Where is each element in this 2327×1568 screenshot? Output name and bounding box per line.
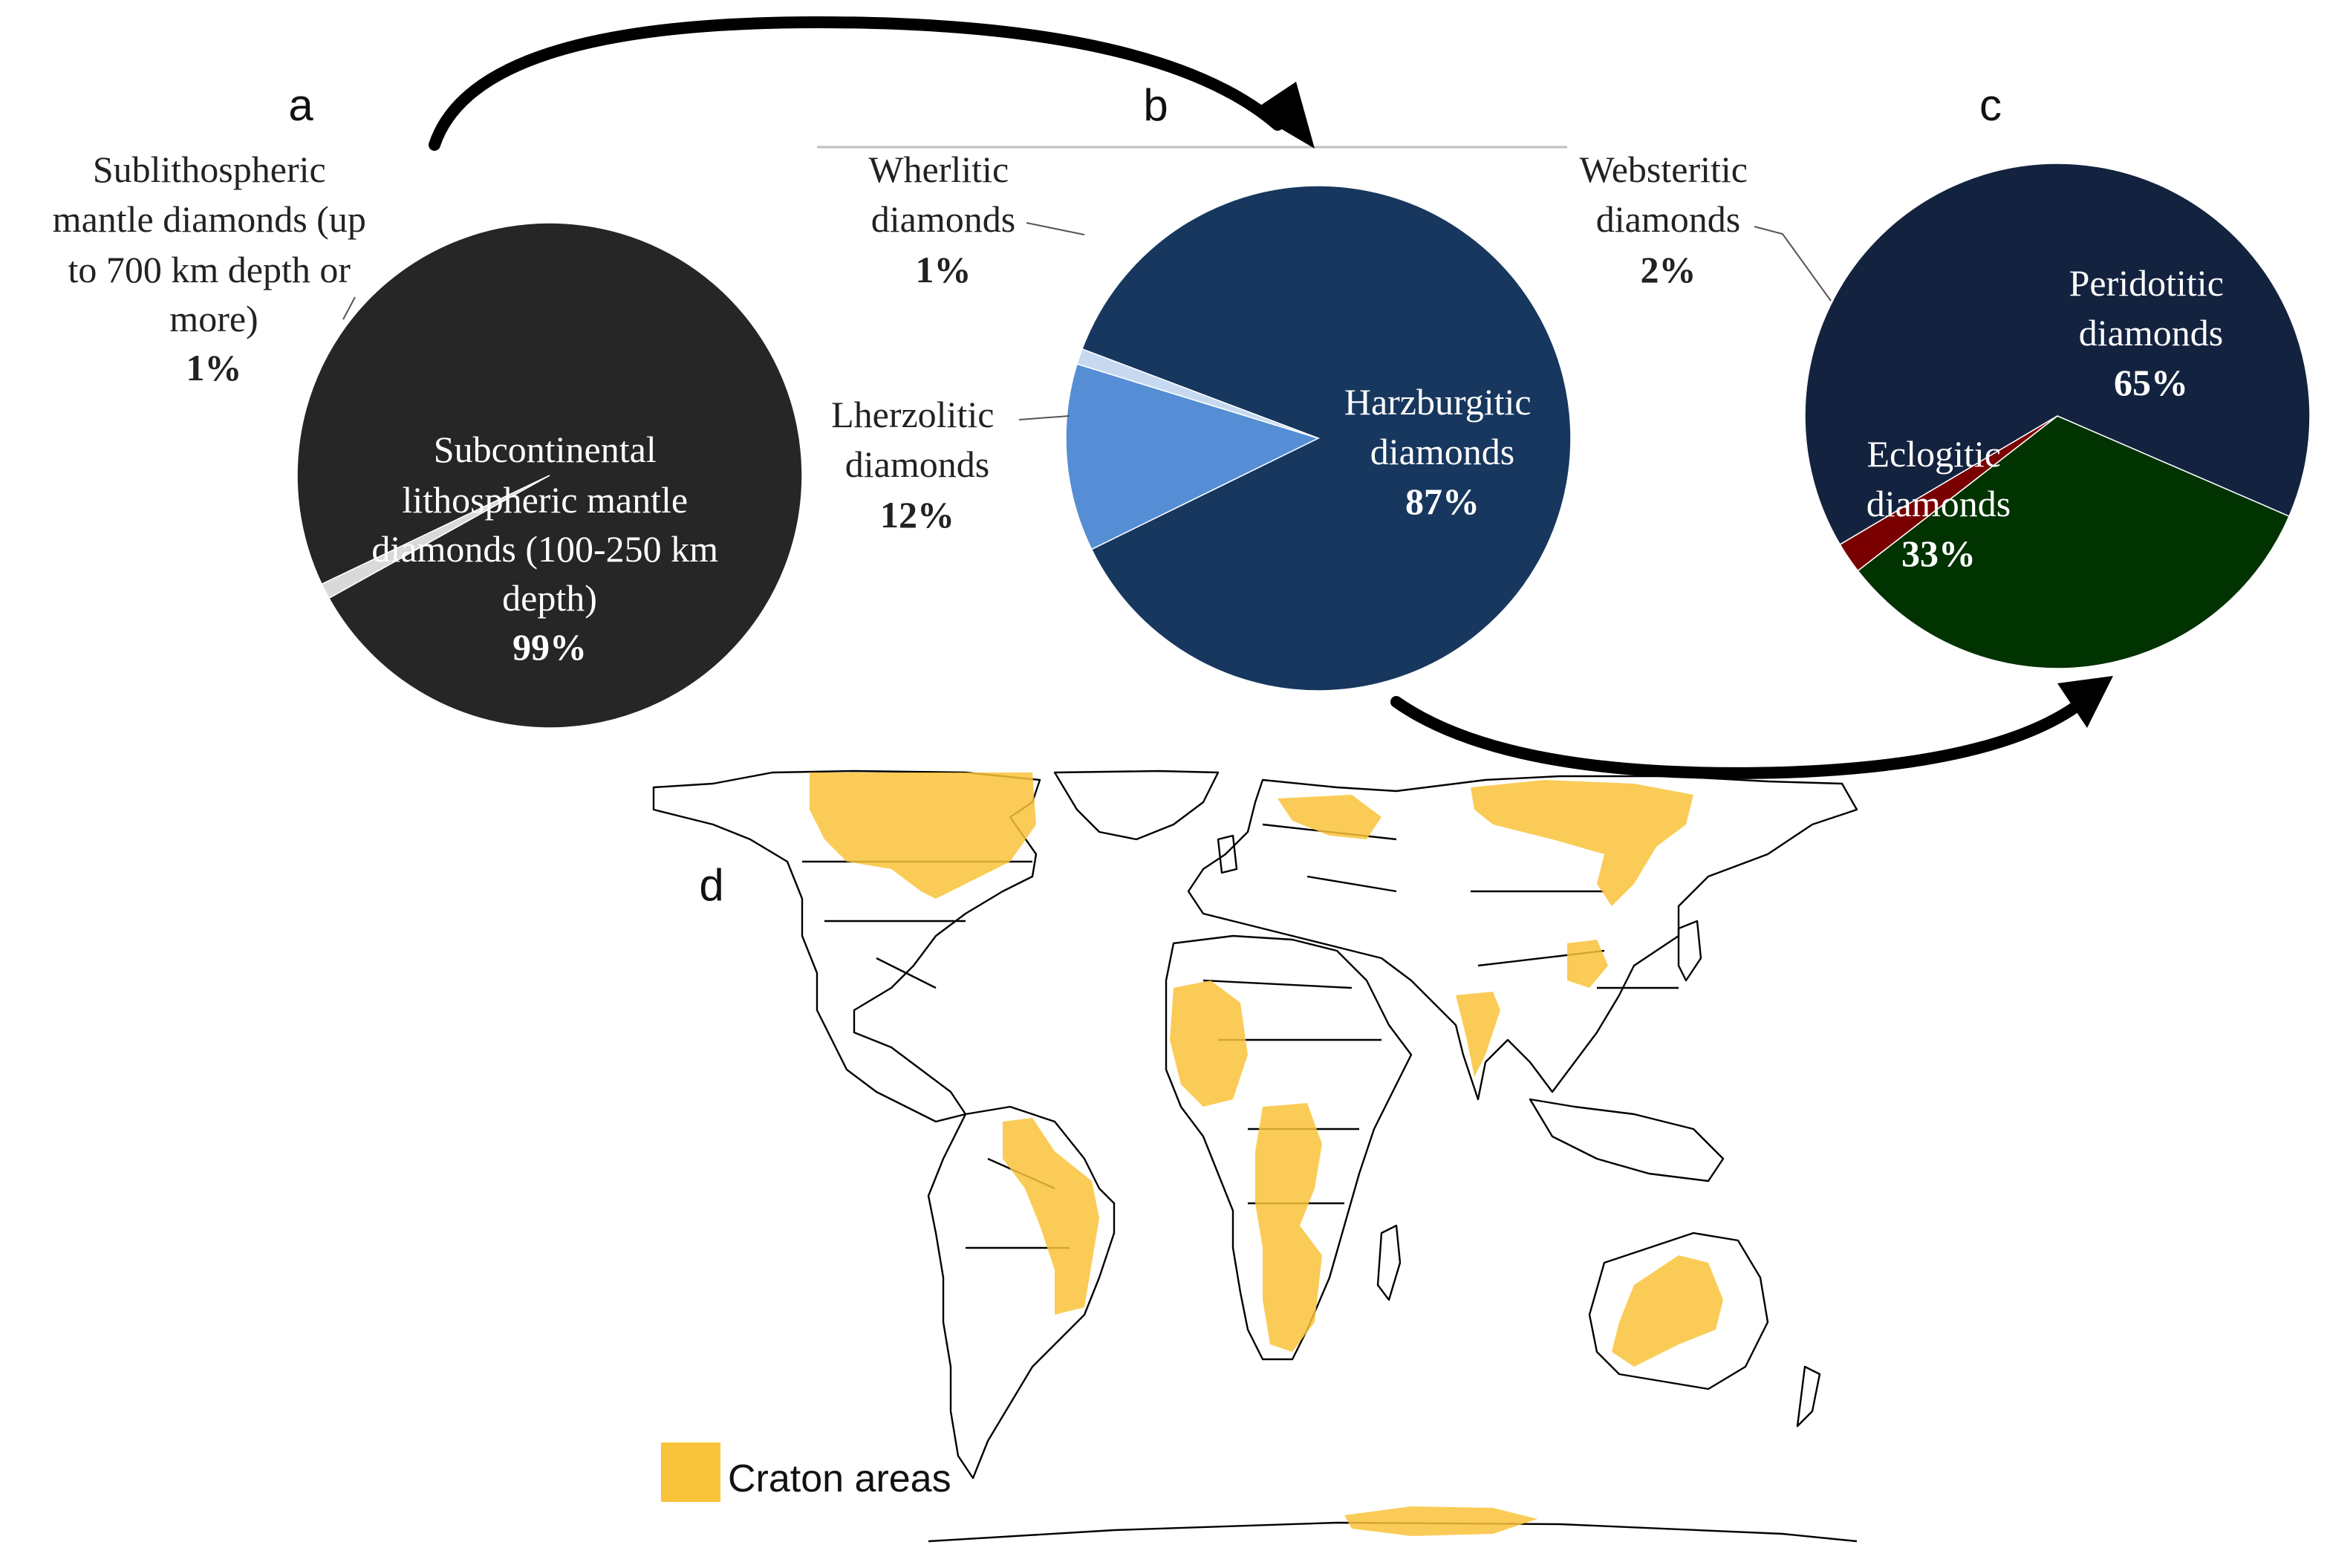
- africa-outline: [1165, 934, 1413, 1361]
- craton-scandinavia: [1278, 795, 1381, 839]
- leader-line-b-lherzolitic: [1018, 415, 1070, 420]
- pie-a-value-subcontinental: 99%: [512, 626, 587, 668]
- craton-antarctica: [1344, 1506, 1537, 1536]
- pie-c-slice-label-peridotitic: Peridotitic diamonds: [2069, 262, 2233, 354]
- pie-b-value-wherlitic: 1%: [916, 249, 972, 290]
- pie-chart-a: Subcontinental lithospheric mantle diamo…: [53, 149, 803, 729]
- craton-australia: [1612, 1255, 1723, 1367]
- pie-a-sublithospheric-line-2: mantle diamonds (up: [53, 198, 366, 240]
- legend-swatch-craton: [661, 1442, 720, 1502]
- pie-c-websteritic-line-1: Websteritic: [1580, 149, 1748, 190]
- pie-a-subcontinental-line-3: diamonds (100-250 km: [371, 528, 718, 570]
- craton-central-south-africa: [1255, 1103, 1322, 1352]
- pie-b-lherzolitic-line-1: Lherzolitic: [831, 394, 994, 435]
- map-legend: Craton areas: [661, 1442, 951, 1502]
- pie-b-slice-label-harzburgitic: Harzburgitic diamonds: [1344, 381, 1540, 472]
- pie-a-slice-label-subcontinental: Subcontinental lithospheric mantle diamo…: [371, 429, 727, 619]
- craton-india: [1456, 992, 1500, 1077]
- panel-label-c: c: [1979, 80, 2002, 130]
- craton-south-america: [1003, 1118, 1099, 1315]
- pie-b-wherlitic-line-1: Wherlitic: [868, 149, 1009, 190]
- pie-c-peridotitic-line-2: diamonds: [2079, 312, 2223, 354]
- pie-a-slice-sublithospheric: [321, 475, 550, 599]
- pie-chart-b: Wherlitic diamonds 1% Lherzolitic diamon…: [831, 149, 1572, 692]
- southeast-asia-outline: [1529, 1098, 1725, 1182]
- craton-north-china: [1567, 940, 1608, 988]
- madagascar-outline: [1376, 1224, 1402, 1301]
- pie-b-slice-label-wherlitic: Wherlitic diamonds: [868, 149, 1018, 240]
- new-zealand-outline: [1796, 1365, 1821, 1428]
- pie-b-slice-lherzolitic: [1065, 363, 1321, 550]
- pie-c-value-peridotitic: 65%: [2114, 362, 2188, 403]
- craton-areas: [810, 772, 1723, 1536]
- pie-b-slice-label-lherzolitic: Lherzolitic diamonds: [831, 394, 1003, 485]
- pie-c-value-eclogitic: 33%: [1901, 533, 1976, 574]
- craton-siberia: [1471, 780, 1693, 906]
- leader-line-a-sublithospheric: [342, 296, 356, 320]
- craton-north-america: [810, 772, 1036, 899]
- pie-c-websteritic-line-2: diamonds: [1596, 198, 1740, 240]
- leader-line-b-wherlitic: [1026, 222, 1085, 235]
- pie-c-slice-eclogitic: [1857, 415, 2291, 669]
- craton-west-africa: [1170, 980, 1248, 1107]
- pie-a-subcontinental-line-2: lithospheric mantle: [402, 479, 688, 521]
- pie-a-subcontinental-line-1: Subcontinental: [434, 429, 657, 470]
- pie-b-slice-harzburgitic: [1081, 185, 1572, 692]
- pie-c-value-websteritic: 2%: [1641, 249, 1696, 290]
- legend-label-craton: Craton areas: [728, 1457, 951, 1500]
- arrow-a-to-b: [429, 16, 1315, 151]
- pie-b-harzburgitic-line-1: Harzburgitic: [1344, 381, 1532, 423]
- eurasia-outline: [1187, 775, 1858, 1101]
- pie-c-slice-peridotitic: [1804, 163, 2311, 546]
- panel-label-a: a: [288, 80, 313, 130]
- pie-c-peridotitic-line-1: Peridotitic: [2069, 262, 2224, 304]
- japan-outline: [1677, 920, 1702, 982]
- pie-b-wherlitic-line-2: diamonds: [871, 198, 1015, 240]
- greenland-outline: [1053, 770, 1220, 841]
- pie-a-sublithospheric-line-3: to 700 km depth or: [68, 249, 351, 290]
- panel-label-d: d: [699, 860, 723, 910]
- pie-a-value-sublithospheric: 1%: [186, 347, 242, 388]
- arrow-b-to-c: [1390, 676, 2113, 779]
- south-america-outline: [927, 1105, 1116, 1480]
- pie-b-value-harzburgitic: 87%: [1405, 481, 1480, 522]
- pie-a-slice-label-sublithospheric: Sublithospheric mantle diamonds (up to 7…: [53, 149, 376, 339]
- pie-b-harzburgitic-line-2: diamonds: [1370, 431, 1514, 472]
- pie-b-slice-wherlitic: [1076, 348, 1319, 439]
- pie-c-slice-websteritic: [1839, 415, 2058, 572]
- uk-outline: [1217, 834, 1238, 874]
- pie-a-sublithospheric-line-4: more): [169, 298, 258, 339]
- pie-c-slice-label-eclogitic: Eclogitic diamonds: [1867, 433, 2011, 524]
- pie-chart-c: Websteritic diamonds 2% Peridotitic diam…: [1580, 149, 2311, 669]
- leader-line-c-websteritic: [1754, 226, 1832, 302]
- pie-c-slice-label-websteritic: Websteritic diamonds: [1580, 149, 1757, 240]
- world-map: Craton areas: [652, 770, 1858, 1543]
- australia-outline: [1588, 1232, 1769, 1390]
- panel-label-b: b: [1143, 80, 1168, 130]
- pie-c-eclogitic-line-1: Eclogitic: [1867, 433, 2002, 475]
- pie-b-lherzolitic-line-2: diamonds: [845, 443, 989, 485]
- pie-c-eclogitic-line-2: diamonds: [1867, 483, 2011, 524]
- pie-b-value-lherzolitic: 12%: [880, 494, 954, 536]
- pie-a-sublithospheric-line-1: Sublithospheric: [93, 149, 326, 190]
- pie-a-subcontinental-line-4: depth): [502, 577, 597, 619]
